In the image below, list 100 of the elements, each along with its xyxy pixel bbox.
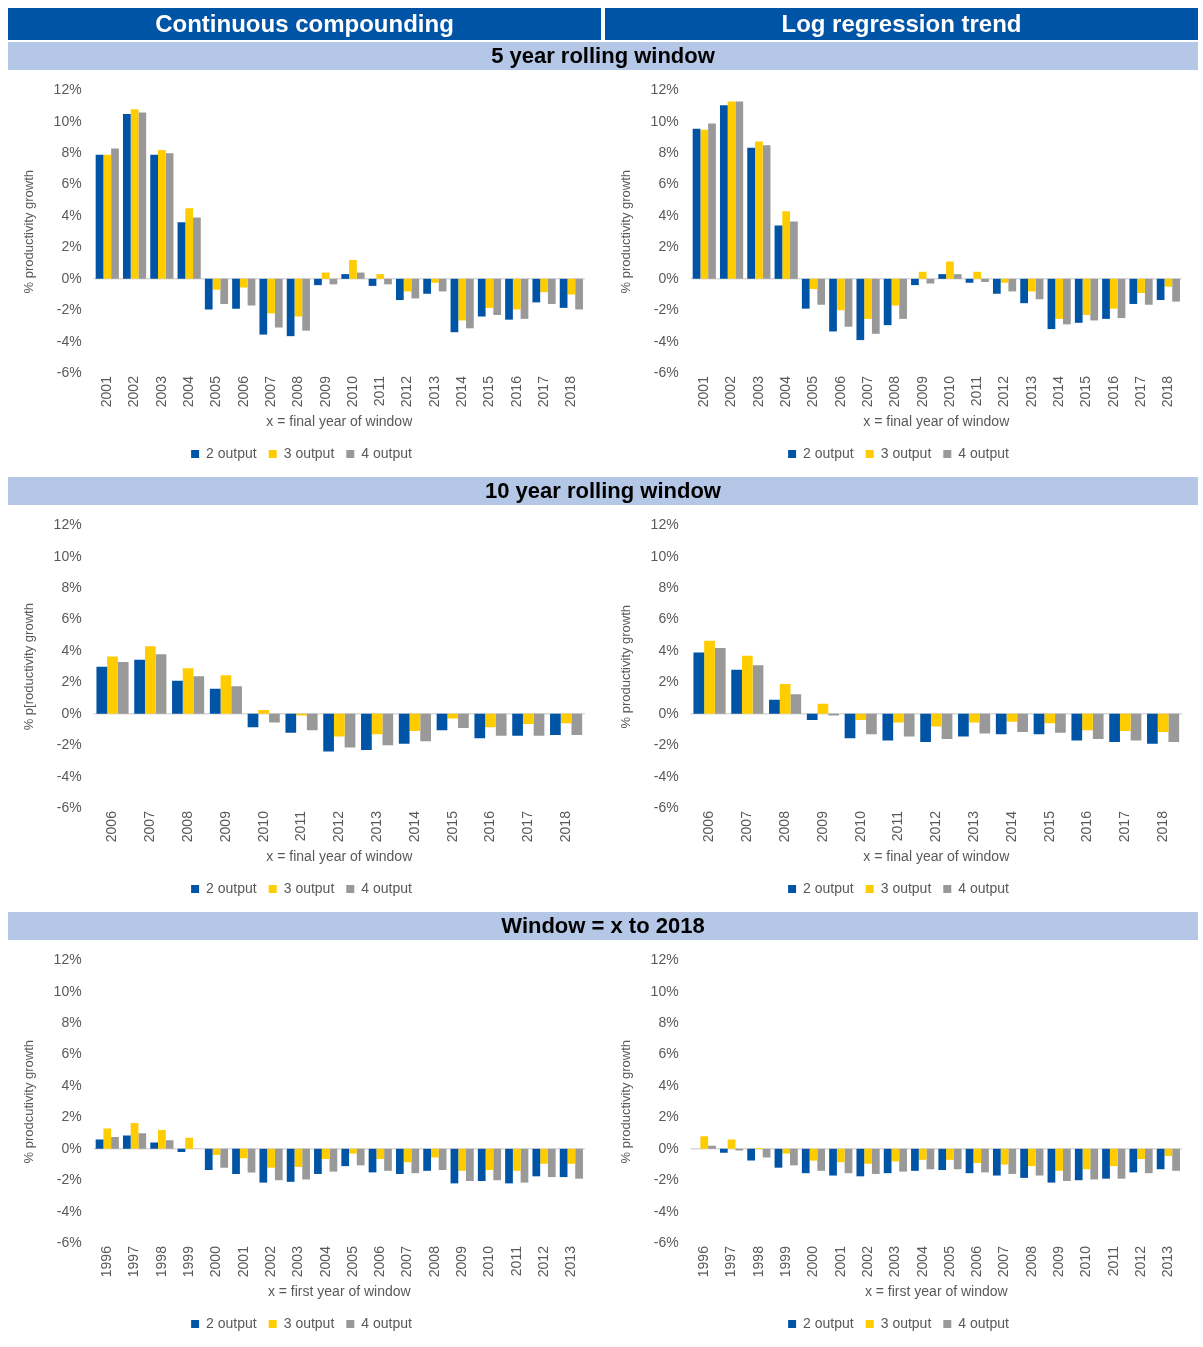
bar: [382, 713, 394, 746]
bar: [477, 1148, 486, 1182]
chart-subtitle: 5 year rolling window: [8, 42, 1198, 70]
bar: [95, 1139, 104, 1149]
bar: [864, 278, 872, 319]
bar: [321, 272, 330, 279]
x-tick-label: 2013: [964, 810, 981, 843]
chart-subtitle: 10 year rolling window: [8, 477, 1198, 505]
legend-label: 3 output: [880, 1314, 932, 1331]
bar: [836, 278, 845, 311]
bar: [409, 713, 421, 732]
x-tick-label: 2016: [1104, 375, 1121, 408]
x-tick-label: 2008: [775, 810, 792, 843]
bar: [1119, 713, 1131, 732]
bar: [458, 1148, 467, 1171]
bar: [269, 713, 280, 723]
bar: [1109, 713, 1120, 743]
bar: [938, 1148, 947, 1171]
x-tick-label: 2010: [343, 375, 360, 408]
bar: [844, 713, 856, 739]
bar: [485, 278, 494, 308]
x-axis-title: x = first year of window: [267, 1283, 412, 1300]
bar: [547, 278, 556, 304]
bar: [809, 1148, 818, 1161]
x-tick-label: 2018: [562, 375, 579, 408]
bar: [567, 278, 576, 295]
bar: [204, 1148, 213, 1171]
bar: [575, 278, 583, 310]
bar: [144, 646, 156, 714]
x-tick-label: 2002: [125, 375, 142, 408]
bar: [182, 668, 194, 714]
bar: [941, 713, 953, 739]
legend-label: 3 output: [283, 879, 335, 896]
y-axis-title: % productivity growth: [618, 604, 634, 729]
x-tick-label: 2011: [507, 1245, 524, 1277]
bar: [1044, 713, 1056, 724]
bar: [1055, 278, 1064, 319]
y-tick-label: 10%: [53, 112, 82, 129]
x-tick-label: 1997: [722, 1245, 739, 1278]
bar: [512, 713, 523, 736]
bar: [150, 1142, 158, 1149]
x-tick-label: 2002: [261, 1245, 278, 1278]
bar: [547, 1148, 556, 1178]
bar: [209, 688, 221, 714]
x-tick-label: 2003: [152, 375, 169, 408]
y-tick-label: 6%: [658, 1045, 679, 1062]
y-tick-label: 4%: [658, 206, 679, 223]
bar: [411, 278, 420, 299]
bar: [532, 1148, 541, 1177]
bar: [953, 274, 962, 279]
x-tick-label: 2008: [178, 810, 195, 843]
y-tick-label: 4%: [658, 1076, 679, 1093]
bar: [1074, 278, 1083, 323]
bar: [204, 278, 213, 310]
x-tick-label: 2004: [180, 375, 197, 408]
bar: [735, 101, 744, 279]
y-tick-label: 0%: [61, 269, 82, 286]
bar: [274, 278, 283, 328]
bar: [138, 1133, 147, 1149]
y-tick-label: 4%: [658, 641, 679, 658]
bar: [493, 278, 502, 315]
bar: [371, 713, 383, 735]
x-tick-label: 2006: [968, 1245, 985, 1278]
legend-label: 4 output: [958, 444, 1010, 461]
x-tick-label: 2005: [343, 1245, 360, 1278]
legend-label: 2 output: [803, 879, 854, 896]
y-tick-label: -2%: [653, 1171, 679, 1188]
bar: [1047, 1148, 1056, 1183]
bar: [495, 713, 507, 736]
bar: [520, 278, 529, 319]
bar: [1082, 713, 1093, 731]
bar: [95, 154, 104, 279]
bar: [920, 713, 931, 743]
x-tick-label: 2003: [886, 1245, 903, 1278]
bar: [995, 713, 1007, 735]
bar: [575, 1148, 583, 1179]
y-tick-label: 2%: [658, 238, 679, 255]
x-tick-label: 2009: [913, 375, 930, 408]
bar: [1172, 278, 1180, 302]
y-tick-label: 12%: [650, 516, 679, 533]
bar: [567, 1148, 576, 1164]
legend-label: 2 output: [206, 444, 257, 461]
bar: [774, 225, 783, 279]
x-tick-label: 2009: [316, 375, 333, 408]
bar: [111, 1137, 119, 1149]
y-tick-label: -4%: [653, 767, 679, 784]
y-tick-label: -4%: [56, 1202, 82, 1219]
bar: [817, 703, 829, 714]
bar: [384, 278, 392, 285]
y-tick-label: -6%: [653, 1233, 679, 1250]
y-tick-label: 8%: [61, 1014, 82, 1031]
x-tick-label: 2004: [913, 1245, 930, 1278]
y-tick-label: -6%: [56, 1233, 82, 1250]
x-tick-label: 2010: [940, 375, 957, 408]
bar: [731, 669, 742, 714]
bar: [1035, 1148, 1044, 1176]
x-tick-label: 2015: [480, 375, 497, 408]
bar: [930, 713, 942, 727]
bar: [411, 1148, 420, 1174]
y-tick-label: -4%: [653, 1202, 679, 1219]
